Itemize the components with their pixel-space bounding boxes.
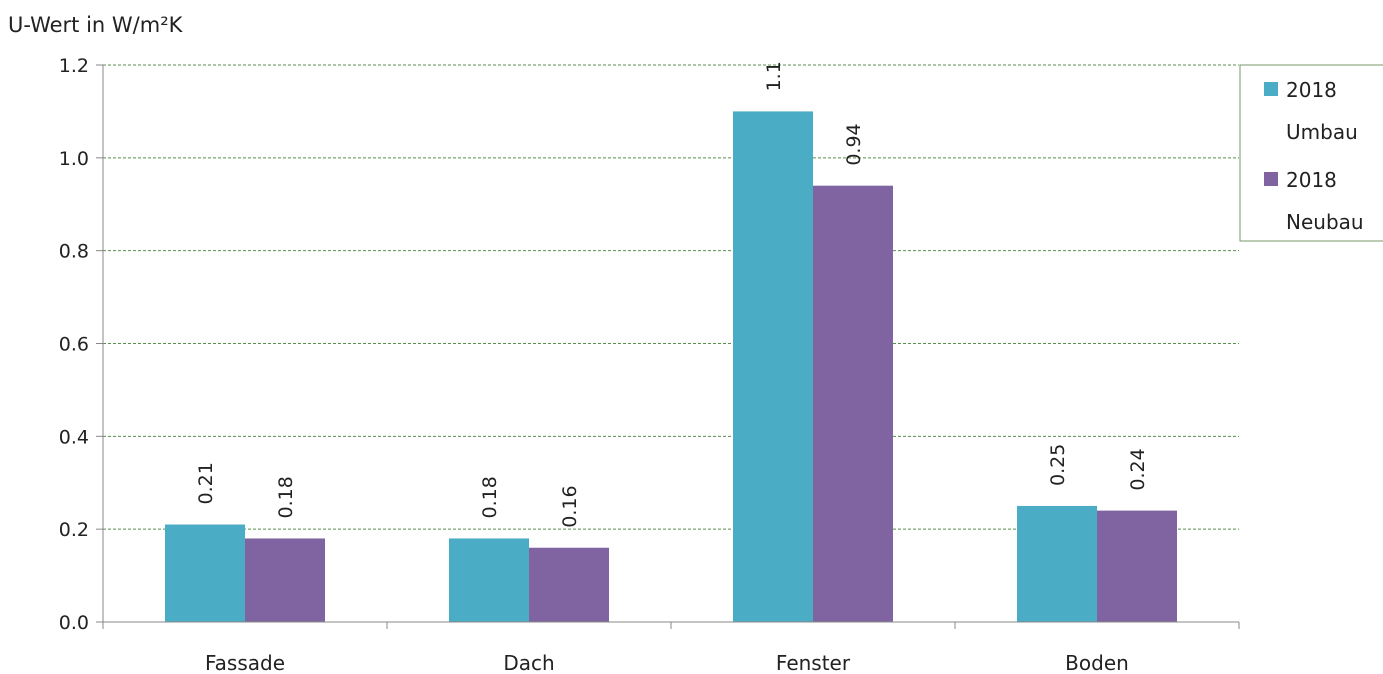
legend-swatch	[1264, 172, 1278, 186]
y-tick-label: 0.4	[59, 426, 89, 448]
x-tick-label: Boden	[1065, 651, 1129, 674]
y-tick-label: 0.0	[59, 612, 89, 634]
y-tick-label: 0.8	[59, 241, 89, 263]
legend: 2018 Umbau 2018 Neubau	[1239, 64, 1383, 242]
y-ticks: 0.0 0.2 0.4 0.6 0.8 1.0 1.2	[59, 55, 89, 634]
x-tick-label: Fassade	[205, 651, 285, 674]
x-tick-label: Fenster	[776, 651, 851, 674]
data-label: 0.25	[1047, 444, 1069, 486]
bar	[1017, 505, 1097, 622]
data-labels: 0.21 0.18 0.18 0.16 1.1 0.94 0.25 0.24	[195, 61, 1149, 528]
bar	[165, 524, 245, 622]
data-label: 0.24	[1127, 448, 1149, 490]
bar	[733, 111, 813, 623]
legend-swatch	[1264, 82, 1278, 96]
data-label: 0.16	[559, 485, 581, 527]
bars	[165, 111, 1177, 623]
data-label: 1.1	[763, 61, 785, 91]
y-tick-label: 1.2	[59, 55, 89, 77]
bar	[813, 185, 893, 622]
data-label: 0.18	[479, 476, 501, 518]
data-label: 0.21	[195, 462, 217, 504]
bar	[1097, 510, 1177, 622]
y-tick-label: 0.6	[59, 334, 89, 356]
legend-label: Neubau	[1286, 210, 1364, 234]
data-label: 0.94	[843, 123, 865, 165]
axes	[96, 64, 1240, 629]
legend-label: 2018	[1286, 168, 1337, 192]
legend-box	[1239, 64, 1383, 242]
legend-label: 2018	[1286, 78, 1337, 102]
bar	[245, 538, 325, 622]
y-tick-label: 1.0	[59, 148, 89, 170]
y-tick-label: 0.2	[59, 519, 89, 541]
bar	[529, 547, 609, 622]
data-label: 0.18	[275, 476, 297, 518]
bar	[449, 538, 529, 622]
x-ticks: Fassade Dach Fenster Boden	[205, 651, 1129, 674]
y-axis-title: U-Wert in W/m²K	[8, 13, 184, 37]
legend-label: Umbau	[1286, 120, 1358, 144]
x-tick-label: Dach	[503, 651, 554, 674]
